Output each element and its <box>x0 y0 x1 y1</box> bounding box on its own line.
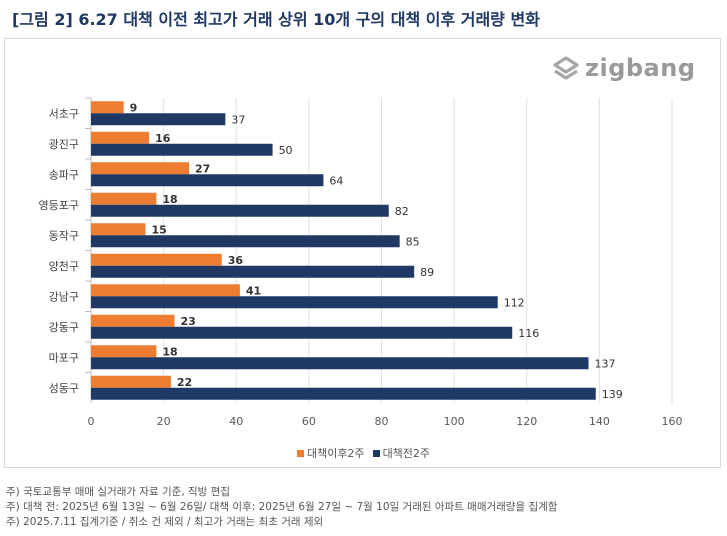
bar-after <box>91 345 157 358</box>
bar-before <box>91 143 273 156</box>
data-label-after: 9 <box>130 101 138 114</box>
legend-swatch-after <box>296 449 304 457</box>
bar-after <box>91 162 190 175</box>
bar-before <box>91 174 324 187</box>
data-label-after: 18 <box>162 345 177 358</box>
data-label-after: 15 <box>151 223 166 236</box>
category-label: 강동구 <box>49 321 79 334</box>
x-tick-label: 140 <box>589 415 610 428</box>
data-label-before: 85 <box>406 235 420 248</box>
category-label: 서초구 <box>49 107 79 120</box>
bar-before <box>91 387 596 400</box>
category-label: 동작구 <box>49 229 79 242</box>
legend-item-before: 대책전2주 <box>372 445 431 461</box>
x-tick-label: 160 <box>662 415 683 428</box>
bar-after <box>91 253 222 266</box>
bar-before <box>91 204 389 217</box>
bar-before <box>91 357 589 370</box>
page-title: [그림 2] 6.27 대책 이전 최고가 거래 상위 10개 구의 대책 이후… <box>12 10 540 29</box>
bar-after <box>91 192 157 205</box>
x-tick-label: 40 <box>229 415 243 428</box>
bar-before <box>91 235 400 248</box>
bar-after <box>91 131 150 144</box>
data-label-before: 37 <box>231 113 245 126</box>
data-label-after: 22 <box>177 376 192 389</box>
data-label-after: 27 <box>195 162 210 175</box>
data-label-before: 112 <box>504 296 525 309</box>
bar-after <box>91 314 175 327</box>
data-label-after: 23 <box>181 315 196 328</box>
footnotes: 주) 국토교통부 매매 실거래가 자료 기준, 직방 편집 주) 대책 전: 2… <box>6 485 557 530</box>
x-tick-label: 60 <box>302 415 316 428</box>
data-label-before: 64 <box>329 174 343 187</box>
footnote: 주) 대책 전: 2025년 6월 13일 ~ 6월 26일/ 대책 이후: 2… <box>6 501 558 513</box>
data-label-before: 116 <box>518 327 539 340</box>
bar-before <box>91 265 415 278</box>
data-label-before: 82 <box>395 205 409 218</box>
data-label-after: 16 <box>155 132 171 145</box>
x-tick-label: 120 <box>516 415 537 428</box>
data-label-before: 139 <box>602 388 623 401</box>
category-label: 영등포구 <box>39 199 79 212</box>
data-label-before: 50 <box>279 144 293 157</box>
legend: 대책이후2주 대책전2주 <box>0 445 727 461</box>
category-label: 송파구 <box>49 168 79 181</box>
legend-label-after: 대책이후2주 <box>306 447 365 460</box>
category-label: 양천구 <box>49 259 79 273</box>
category-label: 광진구 <box>49 138 79 151</box>
x-tick-label: 100 <box>444 415 465 428</box>
bar-after <box>91 284 240 297</box>
data-label-after: 18 <box>162 193 177 206</box>
footnote: 주) 2025.7.11 집계기준 / 취소 건 제외 / 최고가 거래는 최초… <box>6 516 324 528</box>
category-label: 강남구 <box>49 290 79 303</box>
x-tick-label: 20 <box>157 415 171 428</box>
data-label-after: 36 <box>228 254 244 267</box>
legend-label-before: 대책전2주 <box>382 447 431 460</box>
zigbang-logo-icon <box>553 56 579 80</box>
x-tick-label: 80 <box>375 415 389 428</box>
bar-after <box>91 223 146 236</box>
legend-swatch-before <box>372 449 380 457</box>
zigbang-logo: zigbang <box>551 54 696 82</box>
data-label-before: 89 <box>420 266 434 279</box>
bar-after <box>91 375 171 388</box>
bars: 9 37 16 50 27 64 18 82 15 85 36 89 41 112 23 116 18 137 22… <box>91 101 623 401</box>
bar-before <box>91 326 513 339</box>
logo-text: zigbang <box>585 54 696 82</box>
legend-item-after: 대책이후2주 <box>296 445 365 461</box>
chart-panel <box>4 38 721 468</box>
category-label: 마포구 <box>49 351 79 364</box>
x-tick-label: 0 <box>88 415 95 428</box>
data-label-before: 137 <box>594 357 615 370</box>
category-label: 성동구 <box>49 382 79 395</box>
footnote: 주) 국토교통부 매매 실거래가 자료 기준, 직방 편집 <box>6 486 230 498</box>
data-label-after: 41 <box>246 284 261 297</box>
bar-after <box>91 101 124 114</box>
x-tick-labels: 0 20 40 60 80 100 120 140 160 <box>88 415 683 428</box>
bar-before <box>91 113 226 126</box>
bar-before <box>91 296 498 309</box>
